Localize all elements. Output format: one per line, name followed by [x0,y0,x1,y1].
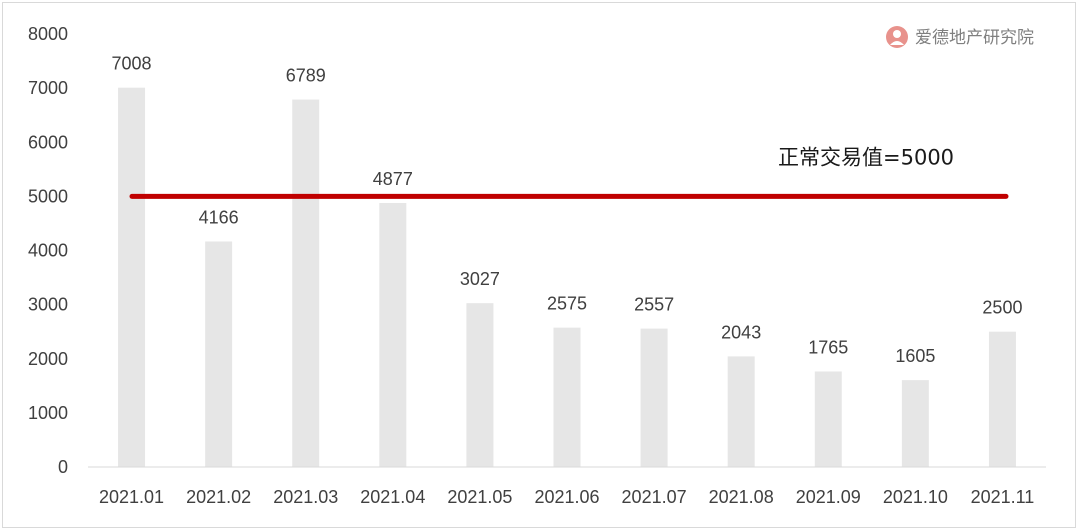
bar [553,327,581,467]
data-labels: 7008 4166 6789 4877 3027 2575 2557 2043 1765 1605… [112,54,1023,366]
bar [118,87,146,467]
bar [379,203,407,467]
data-label: 1765 [808,337,848,357]
data-label: 4166 [199,208,239,228]
y-tick-label: 4000 [28,241,68,261]
data-label: 7008 [112,54,152,74]
x-tick-label: 2021.08 [709,487,774,507]
watermark: 爱德地产研究院 [886,26,1034,48]
x-tick-label: 2021.09 [796,487,861,507]
y-axis: 0 1000 2000 3000 4000 5000 6000 7000 8000 [28,24,68,477]
bar [727,356,755,467]
y-tick-label: 2000 [28,349,68,369]
data-label: 2500 [982,298,1022,318]
bars [118,87,1016,467]
x-tick-label: 2021.06 [534,487,599,507]
bar [466,303,494,467]
x-tick-label: 2021.10 [883,487,948,507]
data-label: 2575 [547,294,587,314]
bar [205,241,233,467]
data-label: 4877 [373,169,413,189]
y-tick-label: 1000 [28,403,68,423]
bar [814,371,842,467]
bar [640,328,668,467]
data-label: 6789 [286,66,326,86]
watermark-logo-icon [886,26,908,48]
reference-line-group: 正常交易值=5000 [129,145,1009,199]
y-tick-label: 5000 [28,186,68,206]
x-tick-label: 2021.01 [99,487,164,507]
bar [292,99,320,467]
bar [988,331,1016,467]
data-label: 3027 [460,269,500,289]
watermark-text: 爱德地产研究院 [915,28,1034,48]
x-tick-label: 2021.02 [186,487,251,507]
y-tick-label: 8000 [28,24,68,44]
y-tick-label: 7000 [28,78,68,98]
data-label: 1605 [895,346,935,366]
bar [901,380,929,467]
y-tick-label: 0 [58,457,68,477]
data-label: 2557 [634,295,674,315]
x-tick-label: 2021.04 [360,487,425,507]
x-tick-label: 2021.07 [622,487,687,507]
x-tick-label: 2021.05 [447,487,512,507]
reference-line-label: 正常交易值=5000 [778,145,954,169]
y-tick-label: 3000 [28,295,68,315]
y-tick-label: 6000 [28,132,68,152]
x-tick-label: 2021.03 [273,487,338,507]
data-label: 2043 [721,322,761,342]
x-axis: 2021.01 2021.02 2021.03 2021.04 2021.05 2021.… [88,466,1046,507]
x-tick-label: 2021.11 [971,487,1035,507]
